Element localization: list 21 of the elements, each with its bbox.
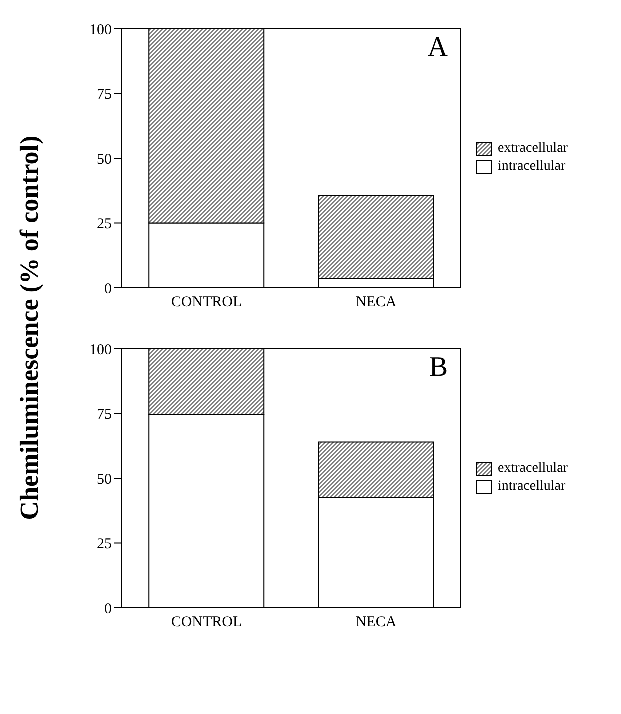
y-tick-label: 100 [90, 342, 112, 358]
y-tick-label: 0 [104, 281, 112, 298]
y-tick-label: 50 [97, 152, 112, 168]
x-tick-label: CONTROL [171, 614, 242, 631]
y-tick-label: 100 [90, 22, 112, 38]
y-tick-label: 0 [104, 601, 112, 618]
chart-title: A [428, 32, 448, 64]
y-tick-label: 50 [97, 472, 112, 488]
y-tick-label: 25 [97, 216, 112, 233]
chart-title: B [429, 352, 448, 384]
y-tick-label: 75 [97, 407, 112, 424]
x-tick-label: NECA [356, 614, 397, 631]
legend-label: intracellular [498, 159, 566, 175]
y-axis-title: Chemiluminescence (% of control) [15, 136, 45, 520]
legend-label: extracellular [498, 141, 568, 157]
y-tick-label: 25 [97, 536, 112, 553]
x-tick-label: CONTROL [171, 294, 242, 311]
legend-label: intracellular [498, 479, 566, 495]
legend-label: extracellular [498, 461, 568, 477]
x-tick-label: NECA [356, 294, 397, 311]
y-tick-label: 75 [97, 87, 112, 104]
